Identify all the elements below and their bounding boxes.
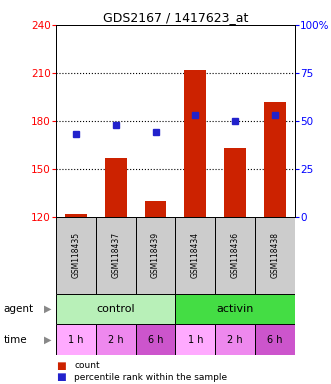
Text: GSM118435: GSM118435 [71,232,81,278]
Text: ■: ■ [56,372,66,382]
Bar [136,324,175,355]
Text: 2 h: 2 h [108,335,124,345]
Bar [145,201,166,217]
Text: control: control [97,304,135,314]
Text: percentile rank within the sample: percentile rank within the sample [74,372,228,382]
Bar [65,214,87,217]
Text: GSM118439: GSM118439 [151,232,160,278]
Bar [175,294,295,324]
Bar [215,217,255,294]
Bar [136,217,175,294]
Text: 1 h: 1 h [188,335,203,345]
Text: ▶: ▶ [44,335,52,345]
Text: 2 h: 2 h [227,335,243,345]
Bar [56,324,96,355]
Bar [56,217,96,294]
Text: GSM118434: GSM118434 [191,232,200,278]
Text: GSM118437: GSM118437 [111,232,120,278]
Text: activin: activin [216,304,254,314]
Text: time: time [3,335,27,345]
Bar [224,148,246,217]
Bar [105,158,127,217]
Text: count: count [74,361,100,370]
Bar [184,70,206,217]
Bar [96,217,136,294]
Text: agent: agent [3,304,33,314]
Bar [175,217,215,294]
Text: 1 h: 1 h [69,335,84,345]
Text: ■: ■ [56,361,66,371]
Text: GSM118436: GSM118436 [230,232,240,278]
Text: 6 h: 6 h [148,335,163,345]
Bar [264,102,286,217]
Bar [175,324,215,355]
Bar [255,324,295,355]
Text: 6 h: 6 h [267,335,282,345]
Text: ▶: ▶ [44,304,52,314]
Title: GDS2167 / 1417623_at: GDS2167 / 1417623_at [103,11,248,24]
Bar [56,294,175,324]
Text: GSM118438: GSM118438 [270,232,279,278]
Bar [255,217,295,294]
Bar [96,324,136,355]
Bar [215,324,255,355]
